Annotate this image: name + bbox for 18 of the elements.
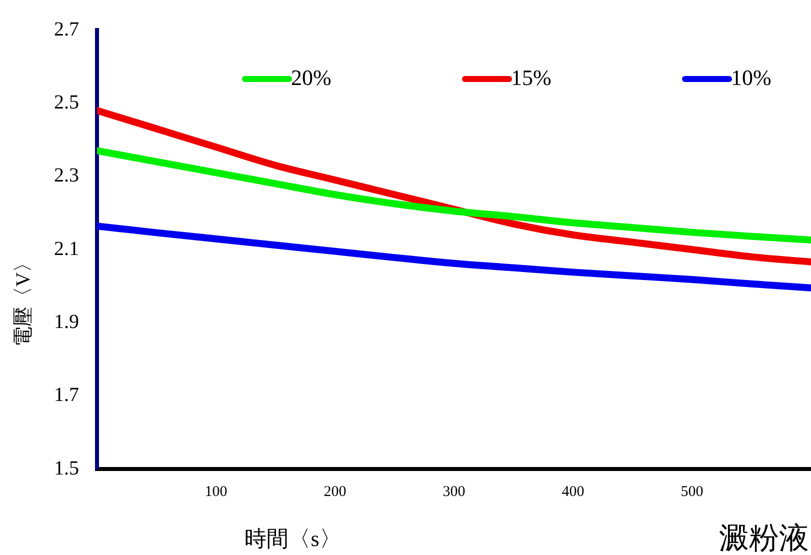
y-tick-label: 1.5: [54, 457, 79, 480]
y-tick-label: 2.7: [54, 18, 79, 40]
x-tick-label: 200: [324, 484, 346, 500]
x-tick-label: 100: [204, 484, 228, 500]
x-tick-label: 500: [680, 484, 704, 500]
text: 澱粉液: [719, 522, 809, 555]
y-tick-label: 2.5: [54, 91, 79, 114]
x-tick-label: 400: [562, 484, 584, 500]
y-tick-label: 1.7: [54, 384, 79, 406]
x-axis-title: 時間〈s〉: [244, 526, 342, 551]
legend-label: 10%: [731, 64, 772, 90]
y-axis-title: 電壓〈V〉: [12, 252, 34, 347]
legend-label: 20%: [291, 64, 332, 90]
y-tick-label: 2.1: [54, 238, 79, 260]
legend-label: 15%: [511, 64, 552, 90]
x-tick-label: 300: [442, 484, 466, 500]
y-tick-label: 1.9: [54, 310, 79, 333]
y-tick-label: 2.3: [54, 164, 79, 187]
